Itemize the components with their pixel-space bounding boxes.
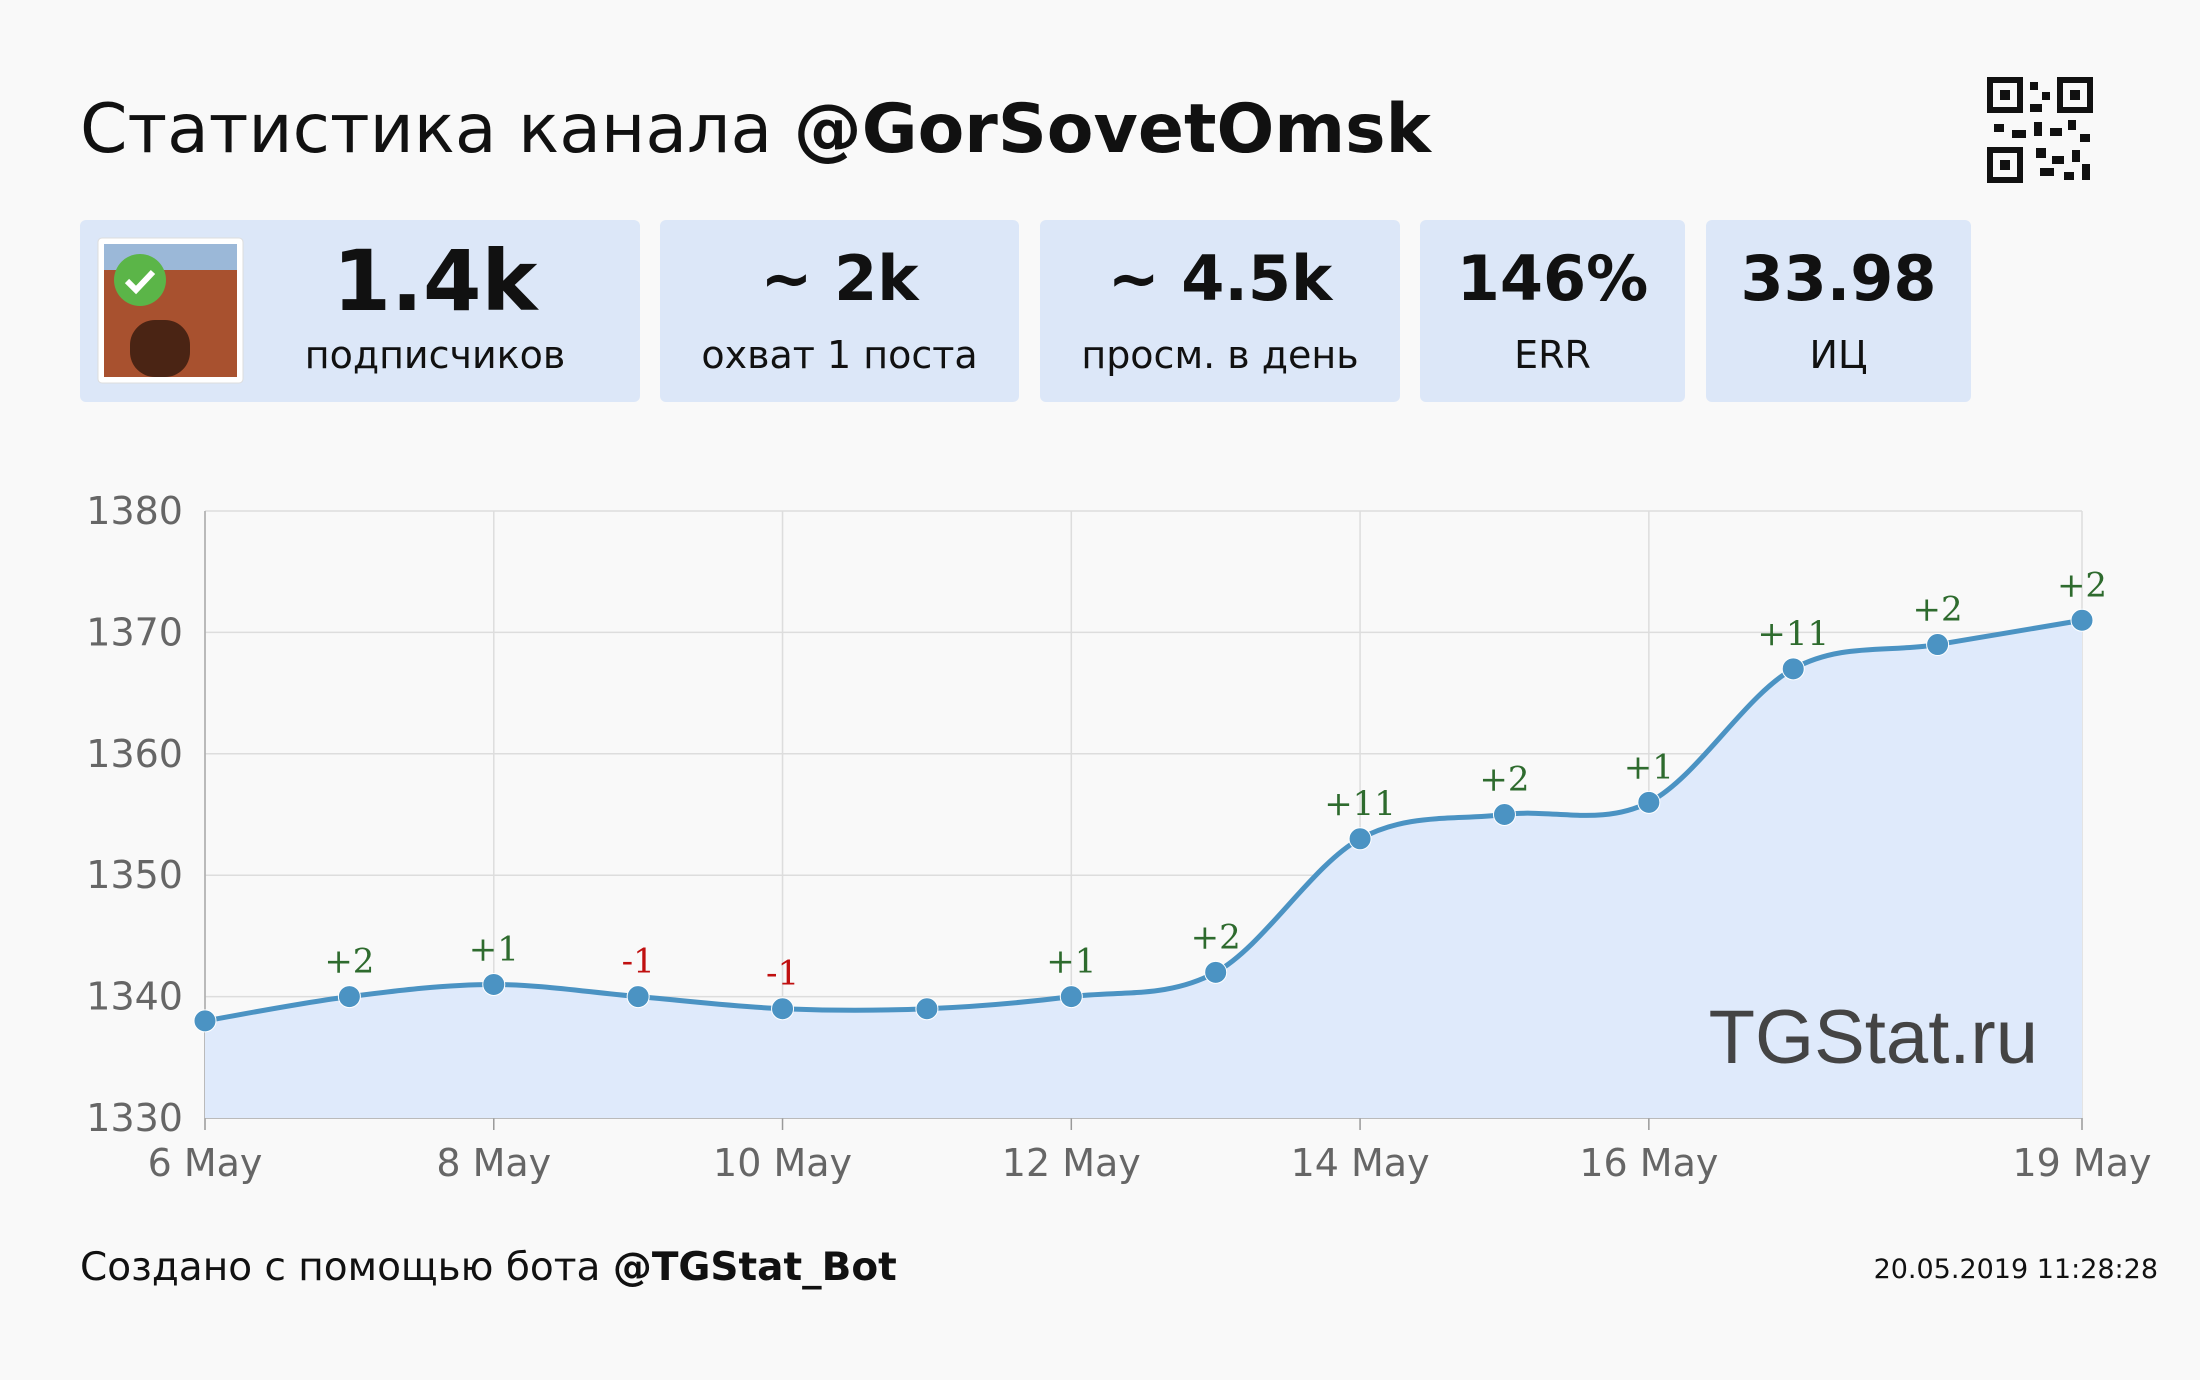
x-tick-label: 8 May: [436, 1141, 551, 1185]
x-tick-label: 19 May: [2013, 1141, 2152, 1185]
stat-box: [1706, 220, 1971, 402]
timestamp: 20.05.2019 11:28:28: [1874, 1254, 2158, 1285]
stat-box: [660, 220, 1019, 402]
change-label: +2: [1479, 760, 1529, 800]
point: [1348, 827, 1372, 851]
point: [337, 985, 361, 1009]
stat-label: просм. в день: [1081, 333, 1358, 377]
change-label: +2: [324, 942, 374, 982]
change-label: +11: [1757, 614, 1829, 654]
point: [1781, 657, 1805, 681]
point: [1492, 803, 1516, 826]
point: [626, 985, 650, 1009]
point: [193, 1009, 217, 1033]
stat-label: ИЦ: [1810, 333, 1868, 377]
line: [204, 617, 2083, 1024]
x-tick-label: 10 May: [713, 1141, 852, 1185]
change-label: +1: [1046, 942, 1096, 982]
y-tick-label: 1350: [86, 853, 183, 897]
avatar-arch: [130, 320, 190, 377]
change-label: +1: [1624, 747, 1674, 787]
change-label: +1: [469, 929, 519, 969]
stat-value: 33.98: [1740, 242, 1936, 315]
title-prefix: Статистика канала: [80, 90, 772, 169]
point: [2070, 608, 2094, 632]
stat-box: [1040, 220, 1400, 402]
channel-name: @GorSovetOmsk: [794, 90, 1433, 169]
y-tick-label: 1330: [86, 1096, 183, 1140]
verified-check: [124, 269, 156, 295]
area: [205, 620, 2082, 1118]
stat-label: ERR: [1514, 333, 1591, 377]
point: [1926, 633, 1950, 657]
change-label: +11: [1324, 784, 1396, 824]
stat-value: 1.4k: [333, 232, 540, 330]
point: [482, 972, 506, 996]
change-label: +2: [1191, 917, 1241, 957]
x-tick-label: 6 May: [148, 1141, 263, 1185]
verified-badge: [114, 254, 166, 306]
point: [1204, 960, 1228, 984]
change-label: -1: [766, 954, 799, 994]
change-label: +2: [2057, 565, 2107, 605]
watermark: TGStat.ru: [1709, 995, 2038, 1080]
chart: 1330 1340 1350 1360 1370 1380 6 May 8 May 10 May…: [86, 489, 2151, 1185]
footer-label: Создано с помощью бота: [80, 1245, 600, 1290]
x-tick-label: 12 May: [1002, 1141, 1141, 1185]
x-tick-label: 14 May: [1291, 1141, 1430, 1185]
title: Статистика канала @GorSovetOmsk: [80, 90, 1433, 169]
stat-label: подписчиков: [305, 333, 566, 377]
point: [1637, 790, 1661, 814]
stat-label: охват 1 поста: [701, 333, 977, 377]
stat-value: ~ 4.5k: [1108, 242, 1334, 315]
point: [915, 997, 939, 1021]
stat-value: ~ 2k: [761, 242, 921, 315]
footer-text: Создано с помощью бота @TGStat_Bot: [80, 1245, 897, 1290]
y-tick-label: 1380: [86, 489, 183, 533]
y-tick-label: 1370: [86, 610, 183, 654]
y-tick-label: 1340: [86, 975, 183, 1019]
point: [1059, 985, 1083, 1009]
qr-code: [1987, 77, 2093, 183]
bot-name: @TGStat_Bot: [613, 1245, 897, 1290]
change-label: +2: [1913, 590, 1963, 630]
change-label: -1: [622, 942, 655, 982]
stat-box: [1420, 220, 1685, 402]
y-tick-label: 1360: [86, 732, 183, 776]
stat-value: 146%: [1457, 242, 1649, 315]
point: [771, 997, 795, 1021]
x-tick-label: 16 May: [1579, 1141, 1718, 1185]
